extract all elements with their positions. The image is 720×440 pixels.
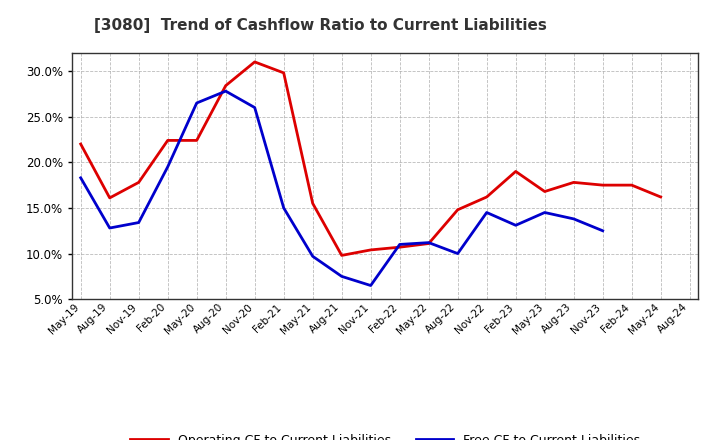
Free CF to Current Liabilities	[482, 210, 491, 215]
Free CF to Current Liabilities	[570, 216, 578, 221]
Operating CF to Current Liabilities	[454, 207, 462, 213]
Operating CF to Current Liabilities	[511, 169, 520, 174]
Free CF to Current Liabilities	[221, 88, 230, 94]
Free CF to Current Liabilities	[251, 105, 259, 110]
Free CF to Current Liabilities	[454, 251, 462, 256]
Operating CF to Current Liabilities	[570, 180, 578, 185]
Free CF to Current Liabilities	[135, 220, 143, 225]
Line: Operating CF to Current Liabilities: Operating CF to Current Liabilities	[81, 62, 661, 255]
Free CF to Current Liabilities	[163, 164, 172, 169]
Free CF to Current Liabilities	[424, 240, 433, 245]
Operating CF to Current Liabilities	[424, 241, 433, 246]
Operating CF to Current Liabilities	[192, 138, 201, 143]
Operating CF to Current Liabilities	[395, 245, 404, 250]
Operating CF to Current Liabilities	[105, 195, 114, 201]
Operating CF to Current Liabilities	[627, 183, 636, 188]
Operating CF to Current Liabilities	[163, 138, 172, 143]
Free CF to Current Liabilities	[105, 225, 114, 231]
Operating CF to Current Liabilities	[251, 59, 259, 65]
Free CF to Current Liabilities	[541, 210, 549, 215]
Operating CF to Current Liabilities	[598, 183, 607, 188]
Free CF to Current Liabilities	[366, 283, 375, 288]
Free CF to Current Liabilities	[308, 254, 317, 259]
Free CF to Current Liabilities	[598, 228, 607, 233]
Free CF to Current Liabilities	[192, 100, 201, 106]
Operating CF to Current Liabilities	[308, 201, 317, 206]
Operating CF to Current Liabilities	[482, 194, 491, 200]
Operating CF to Current Liabilities	[76, 141, 85, 147]
Line: Free CF to Current Liabilities: Free CF to Current Liabilities	[81, 91, 603, 286]
Legend: Operating CF to Current Liabilities, Free CF to Current Liabilities: Operating CF to Current Liabilities, Fre…	[130, 433, 640, 440]
Operating CF to Current Liabilities	[221, 83, 230, 88]
Free CF to Current Liabilities	[279, 205, 288, 211]
Free CF to Current Liabilities	[395, 242, 404, 247]
Free CF to Current Liabilities	[511, 223, 520, 228]
Operating CF to Current Liabilities	[366, 247, 375, 253]
Free CF to Current Liabilities	[76, 175, 85, 180]
Text: [3080]  Trend of Cashflow Ratio to Current Liabilities: [3080] Trend of Cashflow Ratio to Curren…	[94, 18, 546, 33]
Operating CF to Current Liabilities	[338, 253, 346, 258]
Operating CF to Current Liabilities	[279, 70, 288, 76]
Free CF to Current Liabilities	[338, 274, 346, 279]
Operating CF to Current Liabilities	[541, 189, 549, 194]
Operating CF to Current Liabilities	[657, 194, 665, 200]
Operating CF to Current Liabilities	[135, 180, 143, 185]
